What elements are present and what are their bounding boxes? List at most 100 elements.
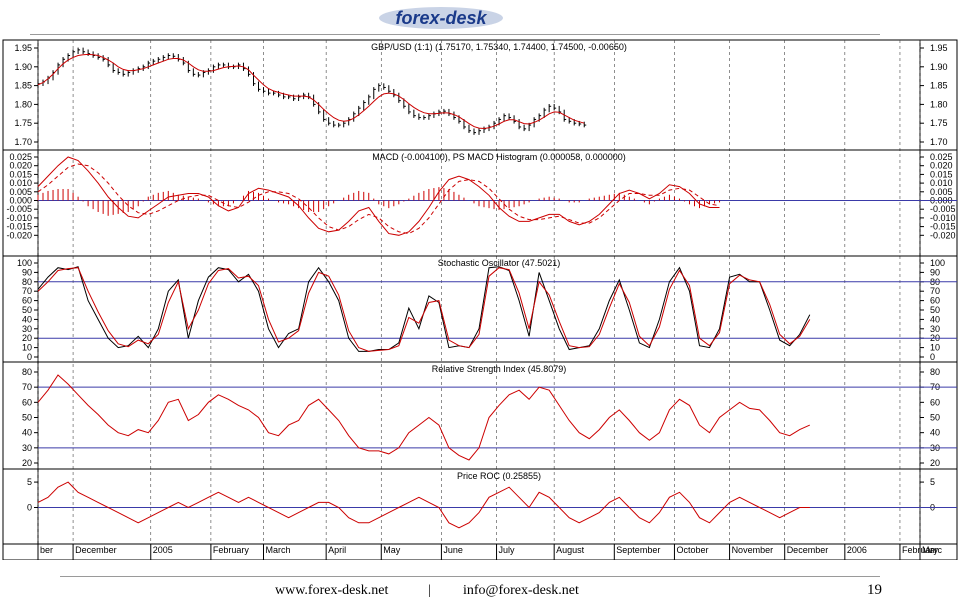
y-tick-label-right: 60 <box>930 296 940 306</box>
panel-title: Relative Strength Index (45.8079) <box>432 364 567 374</box>
footer: www.forex-desk.net | info@forex-desk.net… <box>0 582 960 600</box>
y-tick-label-left: 1.95 <box>14 43 32 53</box>
series-line-rsi-0 <box>37 374 811 461</box>
y-tick-label-left: -0.005 <box>6 204 32 214</box>
footer-divider <box>60 576 880 577</box>
y-tick-label-left: 1.85 <box>14 81 32 91</box>
forex-chart: ber December 2005 February March April May June… <box>2 39 958 560</box>
panel-roc: Price ROC (0.25855)5 50 0 <box>3 471 957 545</box>
panel-title: MACD (-0.004100), PS MACD Histogram (0.0… <box>372 152 626 162</box>
y-tick-label-left: 70 <box>22 382 32 392</box>
y-tick-label-left: 1.70 <box>14 137 32 147</box>
y-tick-label-left: 0.025 <box>9 152 32 162</box>
logo-swoosh <box>379 7 503 29</box>
series-line-macd-0 <box>37 156 720 236</box>
y-tick-label-right: 1.80 <box>930 99 948 109</box>
y-tick-label-left: 40 <box>22 314 32 324</box>
y-tick-label-left: 20 <box>22 458 32 468</box>
y-tick-label-right: 70 <box>930 286 940 296</box>
y-tick-label-left: 5 <box>27 477 32 487</box>
x-tick-label: April <box>328 545 346 555</box>
x-tick-label: November <box>732 545 774 555</box>
panel-price: GBP/USD (1:1) (1.75170, 1.75340, 1.74400… <box>3 42 957 151</box>
y-tick-label-right: -0.005 <box>930 204 956 214</box>
x-tick-label: October <box>676 545 708 555</box>
y-tick-label-left: 80 <box>22 367 32 377</box>
y-tick-label-right: 5 <box>930 477 935 487</box>
forex-desk-logo: forex-desk <box>377 5 505 31</box>
y-tick-label-right: 1.95 <box>930 43 948 53</box>
x-tick-label: March <box>266 545 291 555</box>
y-tick-label-left: 40 <box>22 428 32 438</box>
y-tick-label-right: 1.70 <box>930 137 948 147</box>
y-tick-label-left: -0.010 <box>6 213 32 223</box>
y-tick-label-left: 0.015 <box>9 169 32 179</box>
y-tick-label-left: 60 <box>22 397 32 407</box>
y-tick-label-right: 0.015 <box>930 169 953 179</box>
footer-website[interactable]: www.forex-desk.net <box>275 583 389 598</box>
y-tick-label-right: 80 <box>930 367 940 377</box>
y-tick-label-right: 0.005 <box>930 187 953 197</box>
y-tick-label-left: 30 <box>22 324 32 334</box>
y-tick-label-left: 80 <box>22 277 32 287</box>
x-tick-label: February <box>213 545 250 555</box>
x-tick-label: Marc <box>922 545 942 555</box>
x-tick-label: September <box>616 545 660 555</box>
y-tick-label-right: -0.015 <box>930 222 956 232</box>
y-tick-label-right: 0.020 <box>930 161 953 171</box>
x-tick-label: 2005 <box>153 545 173 555</box>
x-tick-label: August <box>556 545 585 555</box>
y-tick-label-left: 1.75 <box>14 118 32 128</box>
y-tick-label-left: 0.010 <box>9 178 32 188</box>
y-tick-label-right: -0.010 <box>930 213 956 223</box>
y-tick-label-right: 60 <box>930 397 940 407</box>
panel-title: Price ROC (0.25855) <box>457 471 541 481</box>
y-tick-label-right: 1.75 <box>930 118 948 128</box>
chart-frame <box>2 39 958 560</box>
y-tick-label-left: 30 <box>22 443 32 453</box>
y-tick-label-right: 1.85 <box>930 81 948 91</box>
y-tick-label-left: 100 <box>17 258 32 268</box>
y-tick-label-right: 90 <box>930 267 940 277</box>
y-tick-label-left: 90 <box>22 267 32 277</box>
x-tick-label: June <box>443 545 463 555</box>
logo-graphic: forex-desk <box>379 7 503 29</box>
y-tick-label-right: 20 <box>930 458 940 468</box>
y-tick-label-left: 0.005 <box>9 187 32 197</box>
y-tick-label-right: 0.010 <box>930 178 953 188</box>
series-line-roc-0 <box>37 481 810 529</box>
x-tick-label: 2006 <box>847 545 867 555</box>
y-tick-label-right: 40 <box>930 428 940 438</box>
logo-text: forex-desk <box>395 8 487 28</box>
y-tick-label-left: 0 <box>27 503 32 513</box>
y-tick-label-right: -0.020 <box>930 230 956 240</box>
footer-email[interactable]: info@forex-desk.net <box>463 583 579 598</box>
y-tick-label-right: 50 <box>930 413 940 423</box>
panel-macd: MACD (-0.004100), PS MACD Histogram (0.0… <box>3 152 957 257</box>
y-tick-label-right: 100 <box>930 258 945 268</box>
y-tick-label-left: 50 <box>22 305 32 315</box>
y-tick-label-right: 10 <box>930 343 940 353</box>
y-tick-label-left: 0 <box>27 352 32 362</box>
header-divider <box>30 34 880 35</box>
footer-separator: | <box>428 583 431 598</box>
y-tick-label-left: 1.80 <box>14 99 32 109</box>
y-tick-label-left: 60 <box>22 296 32 306</box>
y-tick-label-right: 40 <box>930 314 940 324</box>
panel-title: Stochastic Oscillator (47.5021) <box>438 258 561 268</box>
series-line-price-1 <box>37 53 585 130</box>
x-tick-label: December <box>75 545 117 555</box>
y-tick-label-left: 1.90 <box>14 62 32 72</box>
y-tick-label-right: 30 <box>930 324 940 334</box>
y-tick-label-right: 0 <box>930 352 935 362</box>
series-line-macd-1 <box>37 163 720 235</box>
series-line-stochastic-1 <box>37 267 811 352</box>
y-tick-label-left: 0.000 <box>9 196 32 206</box>
y-tick-label-left: 0.020 <box>9 161 32 171</box>
x-tick-label: July <box>499 545 516 555</box>
x-tick-label: December <box>787 545 829 555</box>
y-tick-label-left: 50 <box>22 413 32 423</box>
x-tick-label: ber <box>40 545 53 555</box>
x-tick-label: May <box>383 545 401 555</box>
